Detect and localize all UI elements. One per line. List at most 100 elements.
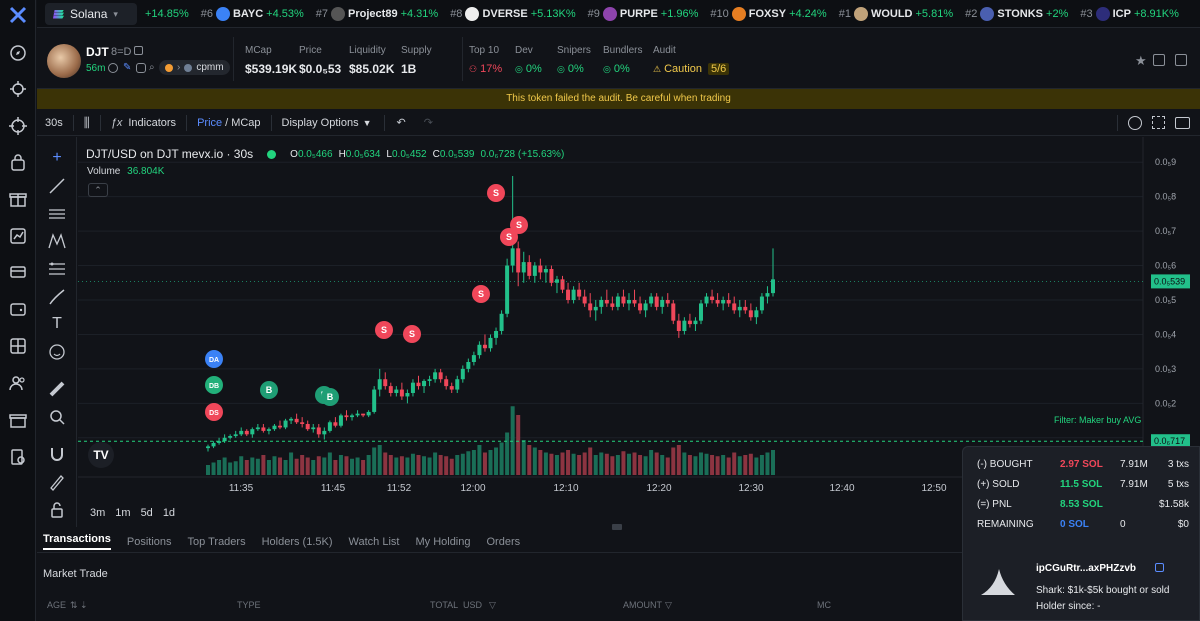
interval-button[interactable]: 30s: [45, 116, 63, 129]
collapse-legend-icon[interactable]: ⌃: [88, 183, 108, 197]
timeframe-button[interactable]: 3m: [90, 507, 106, 519]
lock-tool-icon[interactable]: [48, 501, 66, 519]
copy-icon[interactable]: [134, 46, 143, 55]
column-header[interactable]: TOTAL: [430, 600, 459, 610]
search-icon[interactable]: ⌕: [149, 62, 155, 73]
camera-icon[interactable]: [1175, 116, 1190, 129]
trade-marker[interactable]: [205, 350, 223, 368]
gift-icon[interactable]: [9, 190, 27, 208]
timeframe-button[interactable]: 1m: [115, 507, 131, 519]
indicators-button[interactable]: Indicators: [128, 116, 177, 129]
trade-marker[interactable]: [205, 376, 223, 394]
resize-handle[interactable]: [612, 524, 622, 530]
undo-icon[interactable]: ↶: [396, 117, 406, 129]
target-icon[interactable]: [9, 80, 27, 98]
logo-icon[interactable]: [9, 6, 27, 24]
ticker-item[interactable]: #10 FOXSY +4.24%: [710, 7, 827, 21]
timeframe-button[interactable]: 5d: [140, 507, 153, 519]
card-icon[interactable]: [9, 263, 27, 281]
ticker-item[interactable]: #9 PURPE +1.96%: [588, 7, 698, 21]
star-icon[interactable]: ★: [1135, 53, 1147, 68]
pencil-lock-tool-icon[interactable]: [48, 473, 66, 491]
ticker-item[interactable]: #1 WOULD +5.81%: [839, 7, 953, 21]
pen-icon[interactable]: ✎: [123, 62, 132, 73]
column-header[interactable]: TYPE: [237, 600, 261, 610]
tab-watch-list[interactable]: Watch List: [348, 535, 400, 548]
redo-icon[interactable]: ↷: [423, 117, 433, 129]
trendline-tool-icon[interactable]: [48, 177, 66, 195]
wallet-address[interactable]: ipCGuRtr...axPHZzvb: [1036, 563, 1137, 574]
avg-price-label: 0.0₆717: [1154, 436, 1185, 446]
ticker-item[interactable]: #6 BAYC +4.53%: [201, 7, 304, 21]
horizontal-lines-tool-icon[interactable]: [48, 205, 66, 223]
bag-icon[interactable]: [9, 154, 27, 172]
trade-marker[interactable]: [487, 184, 505, 202]
crosshair-tool-icon[interactable]: +: [52, 149, 62, 166]
present-icon[interactable]: [9, 411, 27, 429]
copy-wallet-icon[interactable]: [1155, 563, 1164, 572]
chain-selector[interactable]: Solana ▾: [45, 3, 137, 25]
zoom-tool-icon[interactable]: [48, 408, 66, 426]
trade-marker[interactable]: [403, 325, 421, 343]
fib-tool-icon[interactable]: [48, 260, 66, 278]
share-icon[interactable]: [1153, 54, 1165, 66]
chart-box-icon[interactable]: [9, 227, 27, 245]
trade-marker[interactable]: [321, 388, 339, 406]
display-options-button[interactable]: Display Options: [281, 116, 359, 129]
amount-filter-icon[interactable]: ▽: [665, 600, 672, 610]
ticker-item[interactable]: #7 Project89 +4.31%: [316, 7, 438, 21]
candle-type-icon[interactable]: ⫼: [83, 114, 90, 130]
timeframe-button[interactable]: 1d: [162, 507, 176, 519]
ticker-item[interactable]: #8 DVERSE +5.13K%: [450, 7, 576, 21]
ruler-tool-icon[interactable]: [48, 380, 66, 398]
settings-icon[interactable]: [1128, 115, 1142, 130]
trade-marker[interactable]: [472, 285, 490, 303]
user-icon[interactable]: [136, 63, 146, 73]
candle-body: [477, 344, 482, 356]
filter-icon[interactable]: ▽: [489, 600, 496, 610]
tab-top-traders[interactable]: Top Traders: [187, 535, 246, 548]
doc-search-icon[interactable]: [9, 448, 27, 466]
crosshair-icon[interactable]: [9, 117, 27, 135]
tradingview-logo[interactable]: TV: [88, 442, 114, 468]
indicators-icon[interactable]: ƒx: [110, 116, 123, 129]
ticker-item[interactable]: #2 STONKS +2%: [965, 7, 1068, 21]
ticker-item[interactable]: +14.85%: [145, 8, 189, 20]
candle-body: [217, 441, 222, 443]
tab-my-holding[interactable]: My Holding: [415, 535, 471, 548]
tab-orders[interactable]: Orders: [486, 535, 521, 548]
users-icon[interactable]: [9, 374, 27, 392]
eye-icon[interactable]: [267, 149, 277, 159]
ticker-change: +2%: [1046, 8, 1069, 20]
pool-badge[interactable]: › cpmm: [159, 60, 230, 75]
volume-bar: [610, 456, 615, 475]
globe-icon[interactable]: [108, 63, 118, 73]
grid-icon[interactable]: [9, 337, 27, 355]
column-header[interactable]: AGE: [47, 600, 67, 610]
export-icon[interactable]: [1175, 54, 1187, 66]
column-header[interactable]: MC: [817, 600, 831, 610]
compass-icon[interactable]: [9, 44, 27, 62]
tab-transactions[interactable]: Transactions: [43, 533, 111, 550]
tab-positions[interactable]: Positions: [126, 535, 172, 548]
price-chart[interactable]: DADBDSBBBSSSSSS 0.0₅90.0₅80.0₅70.0₅60.0₅…: [78, 137, 1200, 498]
emoji-tool-icon[interactable]: [48, 343, 66, 361]
pattern-tool-icon[interactable]: [48, 232, 66, 250]
fullscreen-icon[interactable]: [1152, 116, 1165, 129]
ticker-item[interactable]: #3 ICP +8.91K%: [1080, 7, 1179, 21]
brush-tool-icon[interactable]: [48, 288, 66, 306]
text-tool-icon[interactable]: T: [52, 315, 62, 332]
trade-marker[interactable]: [205, 403, 223, 421]
column-header[interactable]: AMOUNT: [623, 600, 662, 610]
trade-marker[interactable]: [510, 216, 528, 234]
sort-icon[interactable]: ⇅ ⇣: [70, 600, 88, 610]
column-header[interactable]: USD: [463, 600, 483, 610]
magnet-tool-icon[interactable]: [48, 445, 66, 463]
price-toggle[interactable]: Price: [197, 116, 223, 129]
wallet-icon[interactable]: [9, 300, 27, 318]
mcap-toggle[interactable]: MCap: [231, 116, 261, 129]
trade-marker[interactable]: [260, 381, 278, 399]
trade-marker[interactable]: [500, 228, 518, 246]
tab-holders-1-5k[interactable]: Holders (1.5K): [261, 535, 333, 548]
trade-marker[interactable]: [375, 321, 393, 339]
